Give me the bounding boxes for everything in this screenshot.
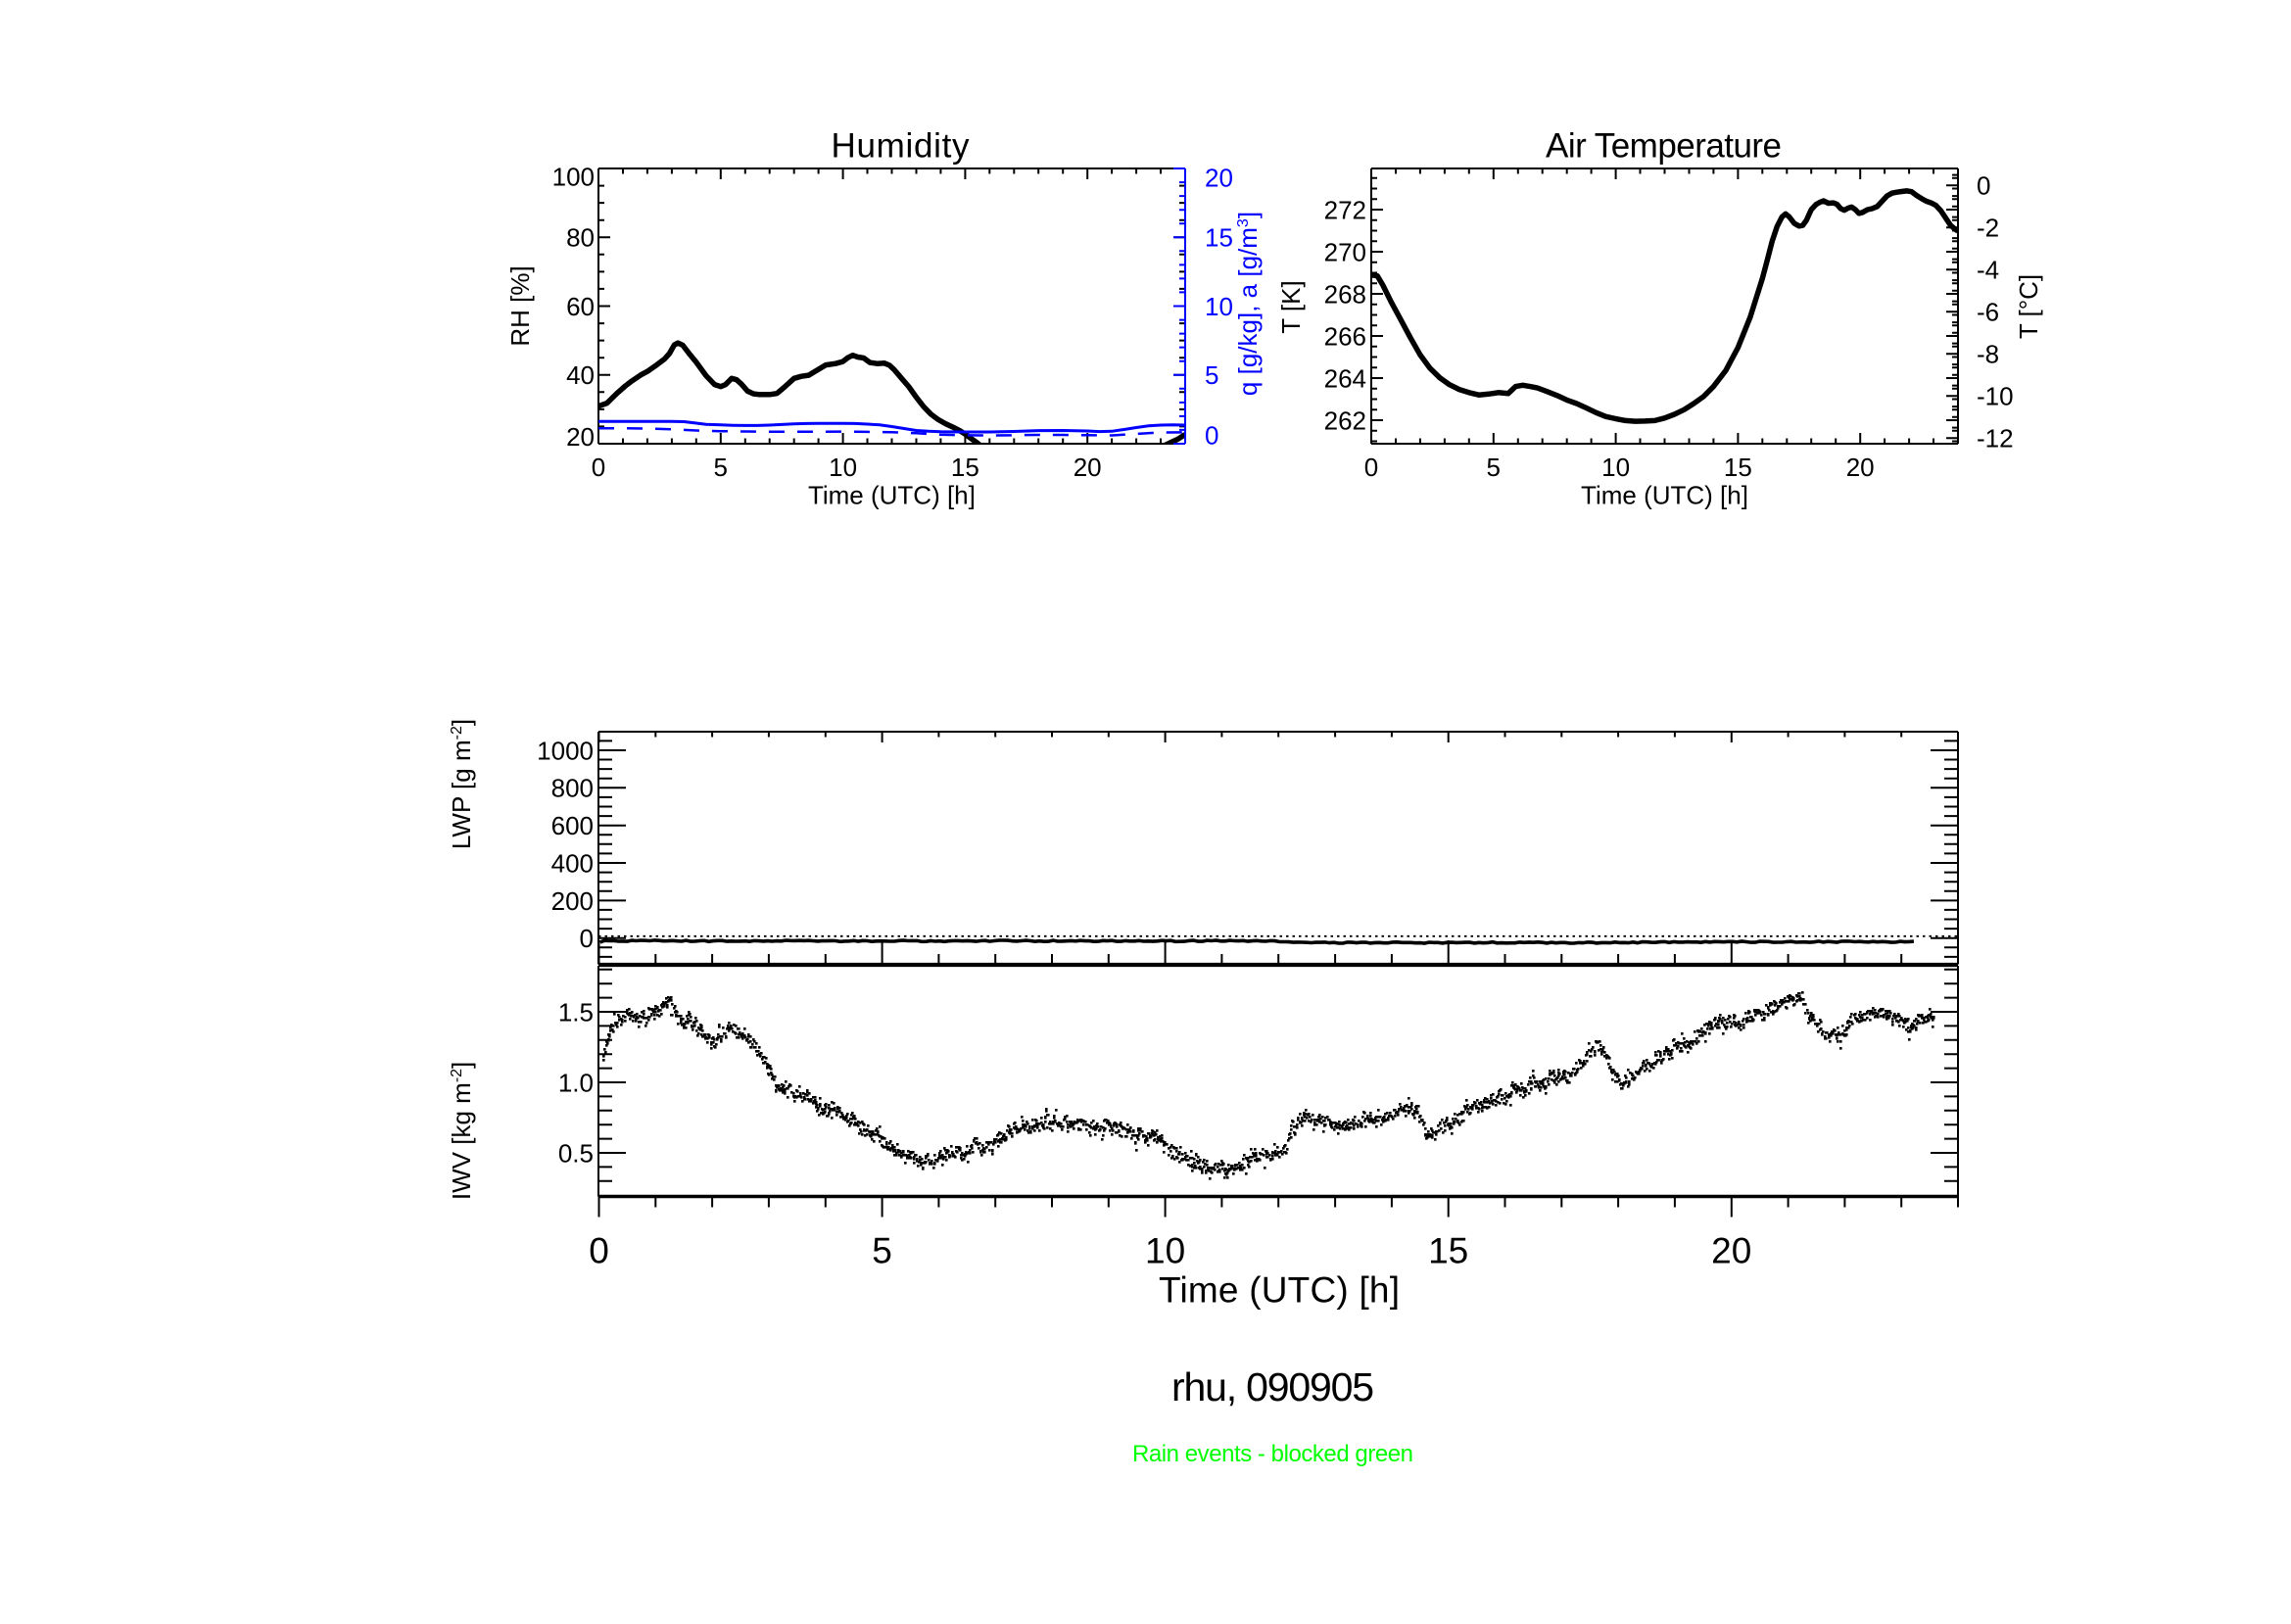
svg-text:800: 800: [551, 774, 594, 803]
svg-text:Time (UTC) [h]: Time (UTC) [h]: [1159, 1270, 1400, 1311]
svg-text:272: 272: [1324, 195, 1366, 224]
svg-text:5: 5: [1487, 453, 1501, 482]
svg-text:268: 268: [1324, 279, 1366, 309]
svg-text:0: 0: [592, 453, 605, 482]
svg-text:T [K]: T [K]: [1276, 280, 1306, 333]
svg-text:10: 10: [1601, 453, 1630, 482]
svg-text:0: 0: [589, 1231, 609, 1271]
svg-text:262: 262: [1324, 406, 1366, 435]
svg-text:-6: -6: [1977, 298, 1999, 327]
svg-text:0: 0: [580, 924, 594, 953]
svg-text:15: 15: [1205, 223, 1233, 253]
svg-text:1000: 1000: [537, 736, 594, 765]
svg-text:Humidity: Humidity: [832, 127, 971, 166]
svg-text:10: 10: [829, 453, 857, 482]
svg-text:20: 20: [1846, 453, 1875, 482]
svg-text:5: 5: [872, 1231, 892, 1271]
svg-text:LWP [g m-2]: LWP [g m-2]: [447, 719, 476, 849]
svg-text:5: 5: [1205, 360, 1218, 390]
svg-text:270: 270: [1324, 237, 1366, 266]
svg-text:Air Temperature: Air Temperature: [1546, 127, 1782, 166]
svg-text:60: 60: [566, 292, 595, 321]
svg-text:15: 15: [951, 453, 979, 482]
svg-text:100: 100: [552, 162, 595, 191]
svg-text:200: 200: [551, 886, 594, 916]
svg-text:Time (UTC) [h]: Time (UTC) [h]: [808, 480, 976, 509]
svg-text:15: 15: [1724, 453, 1752, 482]
svg-text:q [g/kg], a [g/m3]: q [g/kg], a [g/m3]: [1233, 212, 1263, 396]
svg-text:0: 0: [1977, 171, 1990, 201]
svg-text:0: 0: [1364, 453, 1378, 482]
svg-text:5: 5: [714, 453, 728, 482]
svg-text:Time (UTC) [h]: Time (UTC) [h]: [1581, 480, 1748, 509]
svg-text:80: 80: [566, 223, 595, 253]
svg-text:IWV [kg m-2]: IWV [kg m-2]: [447, 1062, 476, 1200]
svg-text:400: 400: [551, 848, 594, 878]
svg-text:40: 40: [566, 360, 595, 390]
svg-text:-8: -8: [1977, 340, 1999, 369]
svg-text:10: 10: [1205, 292, 1233, 321]
svg-text:Rain events - blocked green: Rain events - blocked green: [1132, 1441, 1413, 1467]
svg-text:-12: -12: [1977, 424, 2014, 454]
svg-text:-2: -2: [1977, 214, 1999, 243]
svg-text:15: 15: [1428, 1231, 1468, 1271]
svg-text:20: 20: [566, 422, 595, 452]
svg-text:0.5: 0.5: [558, 1138, 594, 1168]
svg-text:20: 20: [1074, 453, 1102, 482]
svg-text:10: 10: [1145, 1231, 1185, 1271]
svg-text:20: 20: [1205, 164, 1233, 193]
svg-text:-4: -4: [1977, 256, 1999, 285]
svg-text:T [°C]: T [°C]: [2014, 274, 2043, 339]
svg-text:266: 266: [1324, 321, 1366, 351]
svg-text:1.5: 1.5: [558, 997, 594, 1027]
svg-text:1.0: 1.0: [558, 1068, 594, 1097]
svg-text:RH [%]: RH [%]: [505, 265, 535, 346]
svg-text:-10: -10: [1977, 382, 2014, 411]
svg-text:600: 600: [551, 811, 594, 840]
svg-text:20: 20: [1711, 1231, 1751, 1271]
svg-text:0: 0: [1205, 421, 1218, 451]
svg-text:rhu, 090905: rhu, 090905: [1171, 1364, 1374, 1409]
svg-text:264: 264: [1324, 363, 1366, 393]
